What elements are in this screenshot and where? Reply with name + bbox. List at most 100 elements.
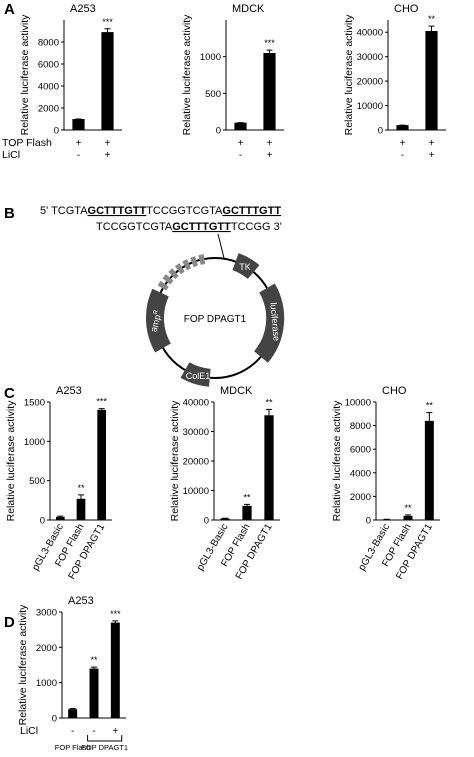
- bar: [425, 31, 437, 130]
- condition-label: LiCl: [2, 149, 20, 161]
- condition-sign: +: [400, 138, 406, 149]
- y-tick-label: 500: [29, 476, 45, 487]
- sequence-segment: TCCGGTCGTA: [146, 205, 223, 217]
- y-tick-label: 40000: [357, 28, 383, 39]
- y-axis-label: Relative luciferase activity: [331, 400, 343, 522]
- condition-label: LiCl: [20, 725, 38, 737]
- panel-label: A: [4, 1, 15, 18]
- sequence-segment: GCTTTGTT: [88, 205, 147, 217]
- bar: [242, 506, 251, 520]
- significance: **: [77, 483, 85, 493]
- chart-title: A253: [56, 385, 82, 397]
- bar: [72, 119, 84, 130]
- error-bar: [70, 708, 76, 709]
- error-bar: [112, 621, 118, 623]
- error-bar: [99, 409, 105, 410]
- significance: **: [90, 655, 98, 665]
- significance: **: [428, 14, 436, 24]
- y-tick-label: 8000: [38, 38, 59, 49]
- y-tick-label: 6000: [350, 445, 371, 456]
- significance: ***: [102, 17, 113, 27]
- bar: [56, 517, 65, 520]
- significance: **: [426, 401, 434, 411]
- significance: ***: [96, 397, 107, 407]
- chart-title: CHO: [382, 385, 407, 397]
- sequence-segment: TCCGG 3': [231, 221, 282, 233]
- bar: [396, 125, 408, 130]
- chart-title: MDCK: [232, 3, 265, 15]
- condition-sign: +: [267, 138, 273, 149]
- y-tick-label: 0: [204, 516, 209, 527]
- y-axis-label: Relative luciferase activity: [19, 14, 31, 136]
- y-tick-label: 0: [40, 516, 45, 527]
- sequence-segment: GCTTTGTT: [222, 205, 281, 217]
- sequence-segment: GCTTTGTT: [172, 221, 231, 233]
- bar: [404, 516, 413, 520]
- significance: **: [404, 503, 412, 513]
- error-bar: [244, 504, 250, 505]
- error-bar: [266, 409, 272, 415]
- condition-sign: +: [105, 138, 111, 149]
- condition-label: TOP Flash: [2, 137, 52, 149]
- chart-title: A253: [70, 3, 96, 15]
- bar: [90, 669, 99, 718]
- y-tick-label: 6000: [38, 60, 59, 71]
- y-tick-label: 0: [54, 126, 59, 137]
- condition-sign: +: [105, 150, 111, 161]
- y-axis-label: Relative luciferase activity: [343, 14, 355, 136]
- chart-title: MDCK: [220, 385, 253, 397]
- condition-sign: +: [112, 726, 118, 737]
- feature-label: ColE1: [186, 371, 211, 381]
- bar: [234, 123, 246, 130]
- chart-title: CHO: [394, 3, 419, 15]
- sequence-line: TCCGGTCGTAGCTTTGTTTCCGG 3': [96, 221, 282, 233]
- condition-sign: +: [238, 138, 244, 149]
- bar: [111, 623, 120, 718]
- y-tick-label: 10000: [183, 486, 209, 497]
- sequence-segment: 5' TCGTA: [40, 205, 88, 217]
- condition-sign: -: [77, 150, 80, 161]
- condition-sign: +: [267, 150, 273, 161]
- bar: [77, 499, 86, 520]
- y-tick-label: 30000: [183, 427, 209, 438]
- condition-sign: +: [429, 138, 435, 149]
- y-tick-label: 20000: [183, 457, 209, 468]
- plasmid-name: FOP DPAGT1: [184, 314, 247, 325]
- error-bar: [429, 26, 435, 31]
- y-tick-label: 2000: [38, 104, 59, 115]
- panel-label: D: [4, 614, 15, 631]
- y-axis-label: Relative luciferase activity: [17, 604, 29, 726]
- y-tick-label: 8000: [350, 421, 371, 432]
- significance: ***: [110, 609, 121, 619]
- condition-sign: -: [401, 150, 404, 161]
- condition-sign: -: [239, 150, 242, 161]
- chart-title: A253: [68, 595, 94, 607]
- y-axis-label: Relative luciferase activity: [169, 400, 181, 522]
- bar: [220, 519, 229, 520]
- error-bar: [78, 495, 84, 499]
- bar: [263, 53, 275, 130]
- bar: [264, 415, 273, 520]
- condition-sign: +: [429, 150, 435, 161]
- y-tick-label: 0: [378, 126, 383, 137]
- error-bar: [57, 516, 63, 517]
- y-tick-label: 500: [205, 89, 221, 100]
- y-axis-label: Relative luciferase activity: [5, 400, 17, 522]
- pointer-line: [218, 234, 224, 258]
- error-bar: [91, 667, 97, 668]
- feature-label: TK: [239, 262, 251, 272]
- group-label: FOP DPAGT1: [81, 743, 128, 752]
- error-bar: [267, 50, 273, 53]
- y-tick-label: 0: [216, 126, 221, 137]
- bar: [425, 421, 434, 520]
- y-tick-label: 40000: [183, 398, 209, 409]
- significance: **: [265, 397, 273, 407]
- y-tick-label: 4000: [38, 82, 59, 93]
- y-tick-label: 1000: [24, 437, 45, 448]
- significance: ***: [264, 38, 275, 48]
- y-tick-label: 1000: [36, 678, 57, 689]
- panel-label: B: [4, 205, 15, 222]
- y-tick-label: 1000: [200, 52, 221, 63]
